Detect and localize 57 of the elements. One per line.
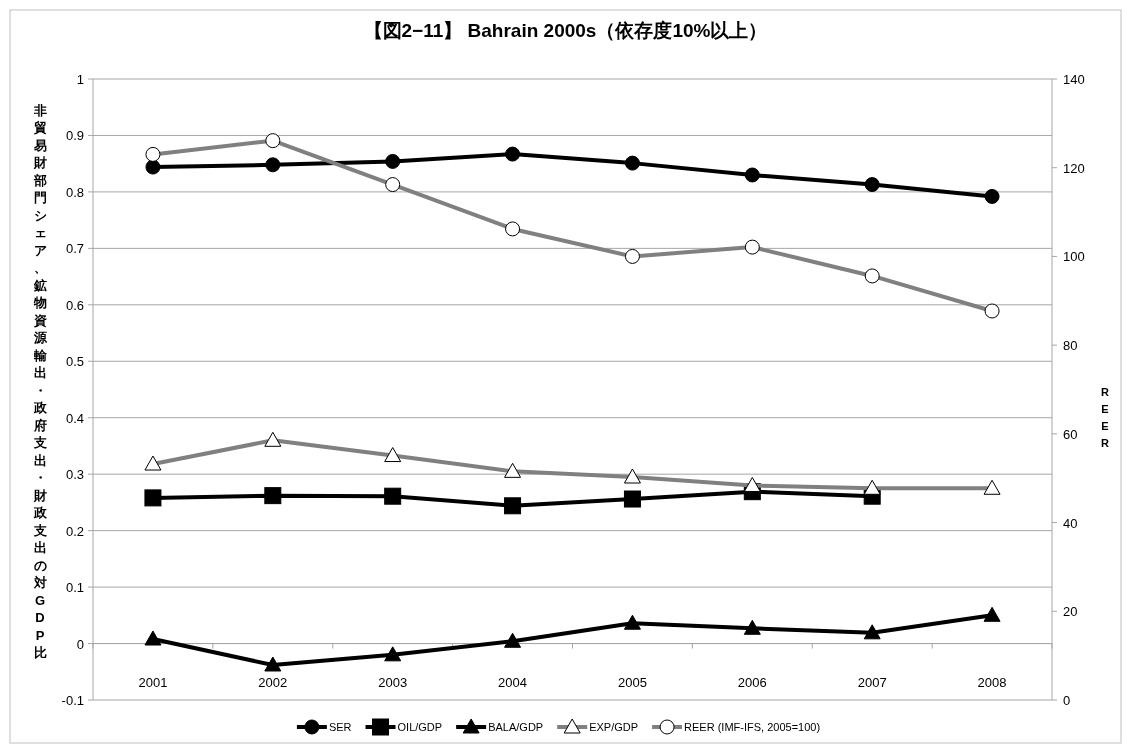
point <box>863 624 881 640</box>
point <box>623 490 641 508</box>
point <box>145 159 161 175</box>
point <box>984 188 1000 204</box>
point <box>144 489 162 507</box>
point <box>623 614 641 630</box>
y-tick-label: 0.1 <box>65 580 84 596</box>
y-tick-label: 0 <box>76 636 84 652</box>
y2-axis-title: REER <box>1101 386 1110 450</box>
x-tick-label: 2002 <box>258 674 288 690</box>
y-tick-label: 0.2 <box>65 523 84 539</box>
x-tick-label: 2005 <box>617 674 647 690</box>
y-tick-label: 0.5 <box>65 354 84 370</box>
y-tick-label: 0.3 <box>65 467 84 483</box>
chart-title: 【図2−11】 Bahrain 2000s（依存度10%以上） <box>363 20 768 41</box>
y2-tick-label: 100 <box>1063 249 1085 265</box>
y-tick-label: 0.8 <box>65 184 84 200</box>
y2-tick-label: 0 <box>1063 693 1071 708</box>
legend-label: SER <box>328 721 352 733</box>
x-tick-label: 2003 <box>378 674 408 690</box>
x-tick-label: 2001 <box>138 674 168 690</box>
y2-tick-label: 140 <box>1063 72 1085 87</box>
y-tick-label: 0.4 <box>65 410 84 426</box>
point <box>384 646 402 662</box>
point <box>744 167 760 183</box>
point <box>743 619 761 635</box>
y-tick-label: -0.1 <box>61 693 84 708</box>
y-tick-label: 0.7 <box>65 241 84 257</box>
point <box>265 157 281 173</box>
y-tick-label: 0.9 <box>65 128 84 144</box>
point <box>144 630 162 646</box>
x-tick-label: 2007 <box>857 674 887 690</box>
point <box>864 177 880 193</box>
point <box>505 146 521 162</box>
y-tick-label: 1 <box>76 72 84 87</box>
point <box>384 487 402 505</box>
y-tick-label: 0.6 <box>65 297 84 313</box>
y2-tick-label: 120 <box>1063 160 1085 176</box>
y2-tick-label: 60 <box>1063 426 1078 442</box>
legend-label: BALA/GDP <box>488 721 544 733</box>
x-tick-label: 2006 <box>737 674 767 690</box>
x-tick-label: 2008 <box>977 674 1007 690</box>
point <box>264 656 282 672</box>
point <box>504 497 522 515</box>
point <box>385 153 401 169</box>
legend-label: REER (IMF-IFS, 2005=100) <box>684 721 821 733</box>
y2-tick-label: 20 <box>1063 604 1078 620</box>
point <box>504 632 522 648</box>
legend-label: OIL/GDP <box>397 721 443 733</box>
point <box>983 606 1001 622</box>
y2-tick-label: 80 <box>1063 338 1078 354</box>
y2-tick-label: 40 <box>1063 515 1078 531</box>
text: 非貿易財部門シェア、鉱物資源輸出・政府支出・財政支出の対GDP比 <box>33 102 47 661</box>
point <box>624 155 640 171</box>
legend-label: EXP/GDP <box>589 721 639 733</box>
x-tick-label: 2004 <box>498 674 528 690</box>
point <box>264 487 282 505</box>
